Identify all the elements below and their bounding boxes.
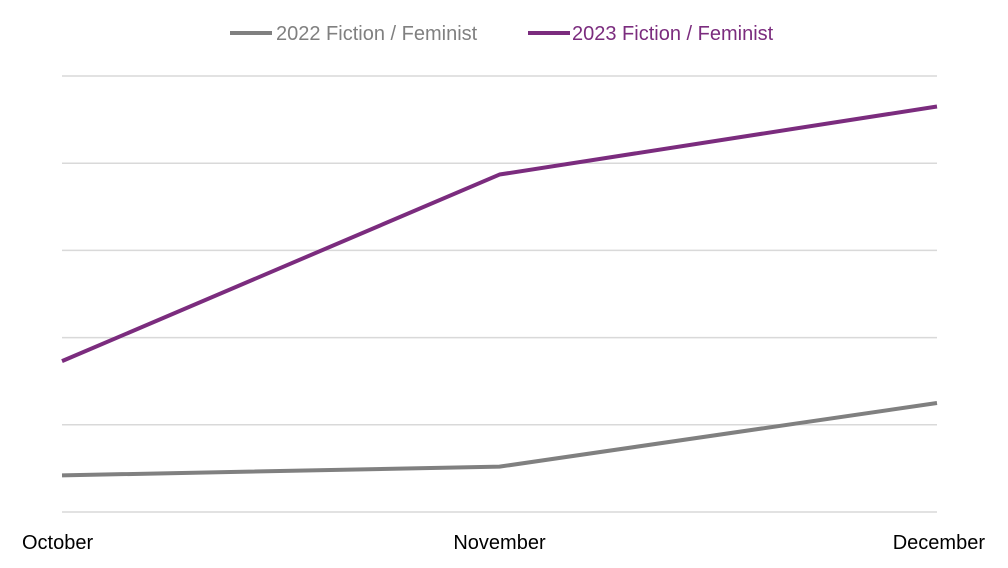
series-line-0 (61, 401, 938, 478)
legend: 2022 Fiction / Feminist 2023 Fiction / Fe… (230, 23, 774, 45)
series-lines (61, 104, 938, 478)
x-axis-tick-labels: October November December (22, 532, 985, 554)
legend-label-1: 2023 Fiction / Feminist (572, 23, 774, 45)
legend-label-0: 2022 Fiction / Feminist (276, 23, 478, 45)
x-tick-label-0: October (22, 532, 93, 554)
gridlines (62, 75, 937, 513)
x-tick-label-1: November (453, 532, 546, 554)
series-line-1 (61, 104, 938, 363)
x-tick-label-2: December (893, 532, 986, 554)
